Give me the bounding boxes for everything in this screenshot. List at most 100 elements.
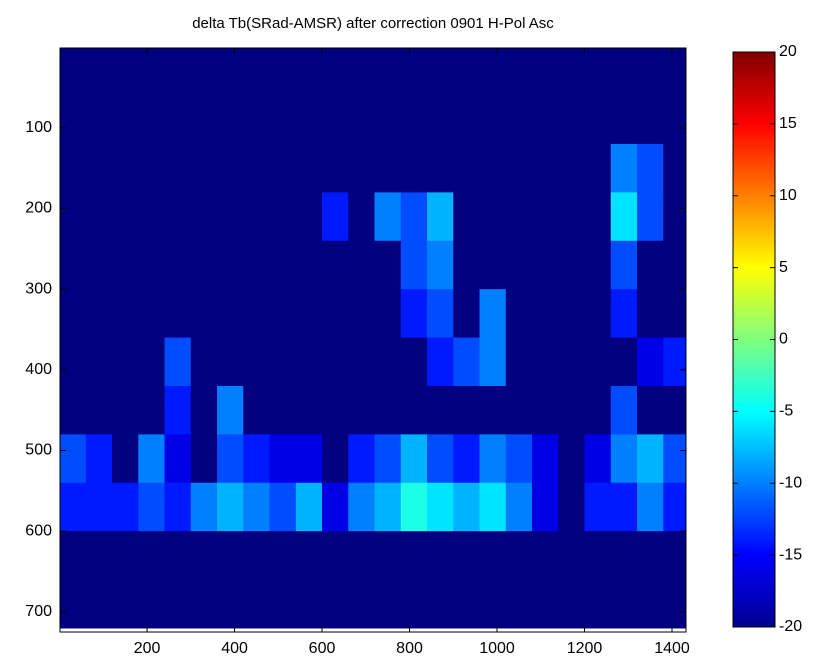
heat-cell xyxy=(243,531,271,581)
heat-cell xyxy=(427,337,454,387)
colorbar xyxy=(732,51,776,628)
heat-cell xyxy=(243,482,271,532)
heat-cell xyxy=(138,192,166,242)
heat-cell xyxy=(138,48,166,97)
x-tick-label: 1400 xyxy=(654,640,690,657)
heat-cell xyxy=(663,143,686,193)
heat-cell xyxy=(479,95,507,145)
heat-cell xyxy=(584,143,612,193)
axes-frame xyxy=(59,47,687,633)
heat-cell xyxy=(637,192,664,242)
heat-cell xyxy=(138,385,166,435)
heat-cell xyxy=(505,289,533,339)
heat-cell xyxy=(269,192,297,242)
heat-cell xyxy=(322,531,349,581)
heat-cell xyxy=(348,385,376,435)
heat-cell xyxy=(164,434,192,484)
heat-cell xyxy=(60,385,87,435)
heat-cell xyxy=(190,482,218,532)
heat-cell xyxy=(479,482,507,532)
heat-cell xyxy=(584,482,612,532)
heat-cell xyxy=(532,192,559,242)
heat-cell xyxy=(60,95,87,145)
y-tick-label: 600 xyxy=(25,522,52,539)
heat-cell xyxy=(479,337,507,387)
colorbar-tick-label: 15 xyxy=(779,115,797,132)
heat-cell xyxy=(295,289,323,339)
heat-cell xyxy=(85,289,113,339)
heat-cell xyxy=(348,48,376,97)
x-tick-label: 1200 xyxy=(567,640,603,657)
colorbar-tick-label: -20 xyxy=(779,618,802,635)
heat-cell xyxy=(532,385,559,435)
heat-cell xyxy=(190,579,218,629)
heat-cell xyxy=(400,289,428,339)
heat-cell xyxy=(610,289,638,339)
heat-cell xyxy=(427,192,454,242)
heat-cell xyxy=(532,434,559,484)
heat-cell xyxy=(217,240,244,290)
heat-cell xyxy=(505,240,533,290)
heat-cell xyxy=(295,95,323,145)
heat-cell xyxy=(610,531,638,581)
heat-cell xyxy=(243,240,271,290)
heat-cell xyxy=(164,385,192,435)
heat-cell xyxy=(295,579,323,629)
heat-cell xyxy=(322,579,349,629)
heat-cell xyxy=(584,531,612,581)
heat-cell xyxy=(584,579,612,629)
colorbar-tick-label: 0 xyxy=(779,331,788,348)
heat-cell xyxy=(348,192,376,242)
heat-cell xyxy=(505,434,533,484)
heat-cell xyxy=(217,579,244,629)
heat-cell xyxy=(322,289,349,339)
heat-cell xyxy=(243,385,271,435)
heat-cell xyxy=(479,143,507,193)
heat-cell xyxy=(164,95,192,145)
heat-cell xyxy=(190,385,218,435)
heat-cell xyxy=(348,531,376,581)
heat-cell xyxy=(532,531,559,581)
heat-cell xyxy=(558,143,586,193)
heat-cell xyxy=(138,579,166,629)
heat-cell xyxy=(637,337,664,387)
heat-cell xyxy=(584,434,612,484)
x-tick-label: 600 xyxy=(309,640,336,657)
heat-cell xyxy=(60,434,87,484)
heat-cell xyxy=(663,434,686,484)
heat-cell xyxy=(85,482,113,532)
heat-cell xyxy=(663,579,686,629)
heat-cell xyxy=(348,240,376,290)
heat-cell xyxy=(610,385,638,435)
heat-cell xyxy=(374,289,402,339)
heat-cell xyxy=(505,579,533,629)
heat-cell xyxy=(610,192,638,242)
heat-cell xyxy=(164,579,192,629)
heat-cell xyxy=(243,579,271,629)
heat-cell xyxy=(532,240,559,290)
heat-cell xyxy=(637,434,664,484)
heat-cell xyxy=(637,385,664,435)
heat-cell xyxy=(427,240,454,290)
colorbar-tick-label: 5 xyxy=(779,259,788,276)
heat-cell xyxy=(322,434,349,484)
heat-cell xyxy=(295,337,323,387)
heat-cell xyxy=(138,240,166,290)
heat-cell xyxy=(637,531,664,581)
y-tick-label: 700 xyxy=(25,603,52,620)
heat-cell xyxy=(217,48,244,97)
heat-cell xyxy=(453,95,481,145)
heat-cell xyxy=(505,192,533,242)
heat-cell xyxy=(348,337,376,387)
heat-cell xyxy=(60,192,87,242)
heat-cell xyxy=(112,48,139,97)
heat-cell xyxy=(374,337,402,387)
heat-cell xyxy=(243,143,271,193)
heat-cell xyxy=(348,289,376,339)
heat-cell xyxy=(374,143,402,193)
heat-cell xyxy=(374,192,402,242)
heat-cell xyxy=(637,289,664,339)
heat-cell xyxy=(479,240,507,290)
heat-cell xyxy=(190,531,218,581)
